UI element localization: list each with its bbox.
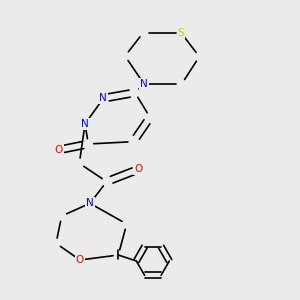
Text: O: O <box>134 164 142 174</box>
Text: O: O <box>54 145 62 155</box>
Text: S: S <box>178 28 184 38</box>
Text: O: O <box>76 255 84 265</box>
Text: N: N <box>86 198 94 208</box>
Text: N: N <box>140 79 148 89</box>
Text: N: N <box>100 93 107 103</box>
Text: N: N <box>81 119 89 129</box>
